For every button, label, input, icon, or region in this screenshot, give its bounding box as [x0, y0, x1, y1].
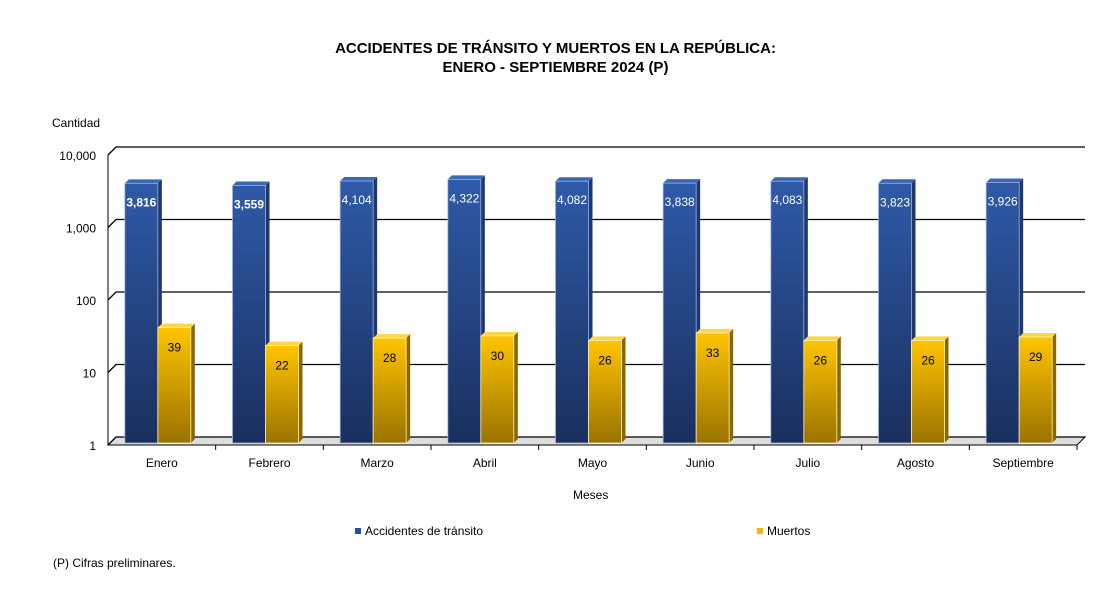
bar-top [663, 179, 701, 184]
y-tick-label: 10 [83, 367, 97, 381]
bar-side [944, 336, 949, 443]
x-tick-label: Enero [146, 456, 178, 470]
bar-muertos [480, 335, 515, 444]
bar-side [513, 331, 518, 443]
x-tick-label: Marzo [360, 456, 394, 470]
bar-muertos [265, 345, 299, 444]
bar-muertos [1018, 336, 1053, 444]
data-label: 3,838 [665, 195, 695, 209]
x-tick-label: Junio [686, 456, 715, 470]
chart-subtitle: ENERO - SEPTIEMBRE 2024 (P) [442, 59, 669, 76]
data-label: 3,816 [126, 195, 156, 209]
bar-side [729, 328, 734, 443]
bar-top [232, 181, 270, 186]
data-label: 39 [168, 341, 182, 355]
bar-top [340, 177, 378, 182]
bar-top [986, 178, 1024, 183]
bar-muertos [588, 340, 622, 444]
legend-label: Muertos [767, 524, 810, 538]
bar-accidentes [662, 182, 697, 444]
bar-top [124, 179, 162, 184]
gridline [107, 218, 1085, 228]
bar-top [480, 331, 518, 336]
data-label: 29 [1029, 350, 1043, 364]
data-label: 4,104 [342, 193, 372, 207]
x-tick-label: Julio [795, 456, 820, 470]
chart-title: ACCIDENTES DE TRÁNSITO Y MUERTOS EN LA R… [335, 40, 776, 57]
data-label: 3,559 [234, 198, 264, 212]
x-tick-label: Abril [473, 456, 497, 470]
data-label: 4,083 [772, 193, 802, 207]
data-label: 26 [598, 353, 612, 367]
bar-top [770, 177, 808, 182]
bar-muertos [803, 340, 838, 444]
y-tick-label: 1,000 [66, 222, 96, 236]
data-label: 30 [491, 349, 505, 363]
bar-accidentes [447, 179, 482, 444]
bar-accidentes [878, 182, 912, 444]
bar-top [696, 328, 734, 333]
bar-top [803, 336, 841, 341]
data-label: 22 [275, 359, 289, 373]
gridline [107, 146, 1085, 156]
legend-label: Accidentes de tránsito [365, 524, 483, 538]
y-axis-label: Cantidad [52, 116, 101, 130]
bar-top [157, 323, 195, 328]
data-label: 28 [383, 351, 397, 365]
bar-side [1052, 332, 1057, 443]
bar-accidentes [985, 182, 1020, 444]
data-label: 26 [921, 353, 935, 367]
y-tick-label: 10,000 [59, 149, 96, 163]
data-label: 4,082 [557, 193, 587, 207]
gridline [107, 363, 1085, 373]
bar-top [911, 336, 949, 341]
bar-side [406, 334, 411, 443]
x-tick-label: Mayo [578, 456, 608, 470]
bar-accidentes [339, 180, 374, 444]
bar-accidentes [232, 185, 266, 444]
gridline [107, 291, 1085, 301]
bar-accidentes [770, 180, 805, 444]
y-tick-label: 1 [89, 439, 96, 453]
gridline [107, 436, 1085, 446]
bar-top [447, 175, 485, 180]
bar-top [1019, 332, 1057, 337]
bar-accidentes [555, 180, 589, 444]
data-label: 26 [814, 353, 828, 367]
x-tick-label: Agosto [897, 456, 935, 470]
bar-top [373, 334, 411, 339]
y-tick-label: 100 [76, 294, 96, 308]
bar-top [265, 341, 303, 346]
bar-side [621, 336, 626, 443]
bar-muertos [372, 337, 407, 444]
bar-top [555, 177, 593, 182]
x-tick-label: Febrero [248, 456, 290, 470]
bar-muertos [911, 340, 945, 444]
x-axis-label: Meses [573, 488, 609, 502]
legend-swatch [355, 528, 361, 534]
bar-side [190, 323, 195, 443]
bar-top [588, 336, 626, 341]
bar-top [878, 179, 916, 184]
bar-muertos [157, 327, 192, 444]
bar-accidentes [124, 182, 159, 444]
legend-swatch [757, 528, 763, 534]
footnote: (P) Cifras preliminares. [53, 556, 176, 570]
x-tick-label: Septiembre [992, 456, 1054, 470]
bar-side [836, 336, 841, 443]
bar-side [298, 341, 303, 443]
bar-muertos [695, 332, 730, 444]
data-label: 3,926 [988, 194, 1018, 208]
data-label: 33 [706, 346, 720, 360]
data-label: 3,823 [880, 195, 910, 209]
data-label: 4,322 [449, 191, 479, 205]
